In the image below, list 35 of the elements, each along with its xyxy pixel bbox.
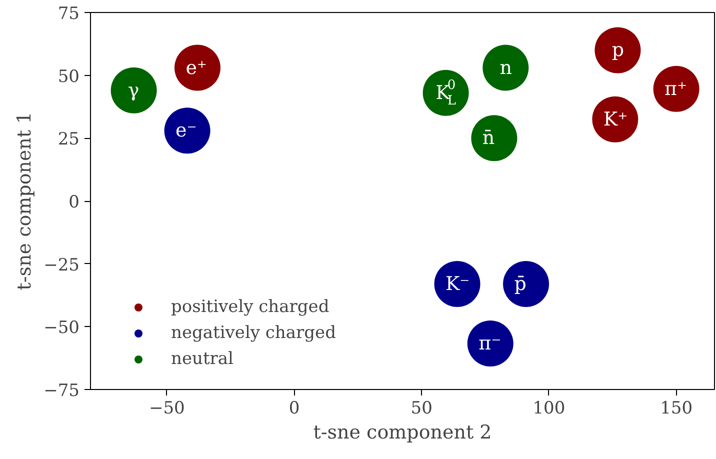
annotation: p: [612, 39, 624, 62]
y-tick-label: 50: [58, 66, 80, 87]
point: [482, 44, 529, 91]
annotation: K⁻: [445, 272, 470, 295]
x-tick-label: 100: [532, 398, 566, 418]
annotation: e⁻: [176, 120, 197, 142]
annotation: γ: [128, 79, 140, 102]
point: [471, 115, 518, 162]
point: [110, 67, 157, 114]
point: [594, 27, 641, 74]
legend-label: positively charged: [171, 297, 330, 317]
y-tick-label: −50: [44, 318, 80, 338]
y-tick-label: 0: [68, 192, 80, 212]
x-tick-label: 50: [410, 398, 432, 418]
y-tick-label: −75: [44, 381, 80, 401]
x-axis-title: t-sne component 2: [313, 422, 492, 444]
legend-label: neutral: [171, 349, 234, 369]
annotation: π⁺: [664, 78, 688, 100]
annotation: π⁻: [478, 332, 502, 355]
annotation: K⁺: [603, 108, 628, 130]
annotation: n̄: [482, 127, 495, 150]
annotation: n: [500, 56, 512, 79]
y-tick-label: 25: [58, 130, 80, 150]
y-tick-label: −25: [44, 255, 80, 276]
point: [503, 260, 550, 307]
x-tick-label: 150: [660, 398, 693, 418]
point: [467, 320, 514, 366]
y-tick-label: 75: [58, 4, 80, 24]
legend-label: negatively charged: [171, 323, 336, 343]
x-tick-label: 0: [288, 398, 300, 418]
annotation: e⁺: [186, 56, 207, 79]
annotation: p̄: [514, 272, 526, 295]
x-tick-label: −50: [148, 398, 185, 418]
point: [164, 108, 210, 154]
y-axis-title: t-sne component 1: [14, 112, 36, 290]
